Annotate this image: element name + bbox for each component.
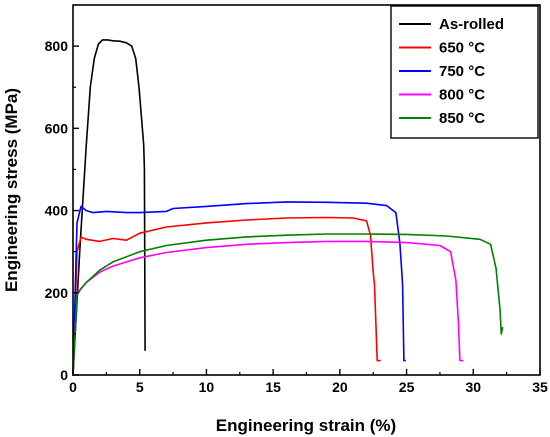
y-tick-label: 400 <box>45 203 69 219</box>
legend: As-rolled 650 °C 750 °C 800 °C 850 °C <box>390 5 539 139</box>
legend-label: 850 °C <box>439 110 485 127</box>
series-line-2 <box>72 201 407 376</box>
x-tick-label: 5 <box>136 379 144 395</box>
series-layer <box>72 39 504 376</box>
x-tick-label: 30 <box>465 379 481 395</box>
x-tick-label: 20 <box>332 379 348 395</box>
series-line-4 <box>72 233 504 376</box>
x-tick-label: 35 <box>532 379 548 395</box>
axes-layer: 0 5 10 15 20 25 30 35 0 200 400 600 800 <box>45 38 548 395</box>
series-line-0 <box>72 39 146 376</box>
x-tick-label: 25 <box>399 379 415 395</box>
x-tick-label: 15 <box>265 379 281 395</box>
legend-label: As-rolled <box>439 16 504 33</box>
y-tick-label: 800 <box>45 38 69 54</box>
y-tick-label: 0 <box>60 367 68 383</box>
x-axis-title: Engineering strain (%) <box>216 416 396 435</box>
y-tick-label: 200 <box>45 285 69 301</box>
legend-label: 750 °C <box>439 63 485 80</box>
y-axis-title: Engineering stress (MPa) <box>2 88 21 292</box>
series-line-1 <box>72 216 381 376</box>
x-tick-label: 0 <box>69 379 77 395</box>
x-tick-label: 10 <box>199 379 215 395</box>
legend-label: 800 °C <box>439 87 485 104</box>
legend-label: 650 °C <box>439 40 485 57</box>
y-tick-label: 600 <box>45 120 69 136</box>
